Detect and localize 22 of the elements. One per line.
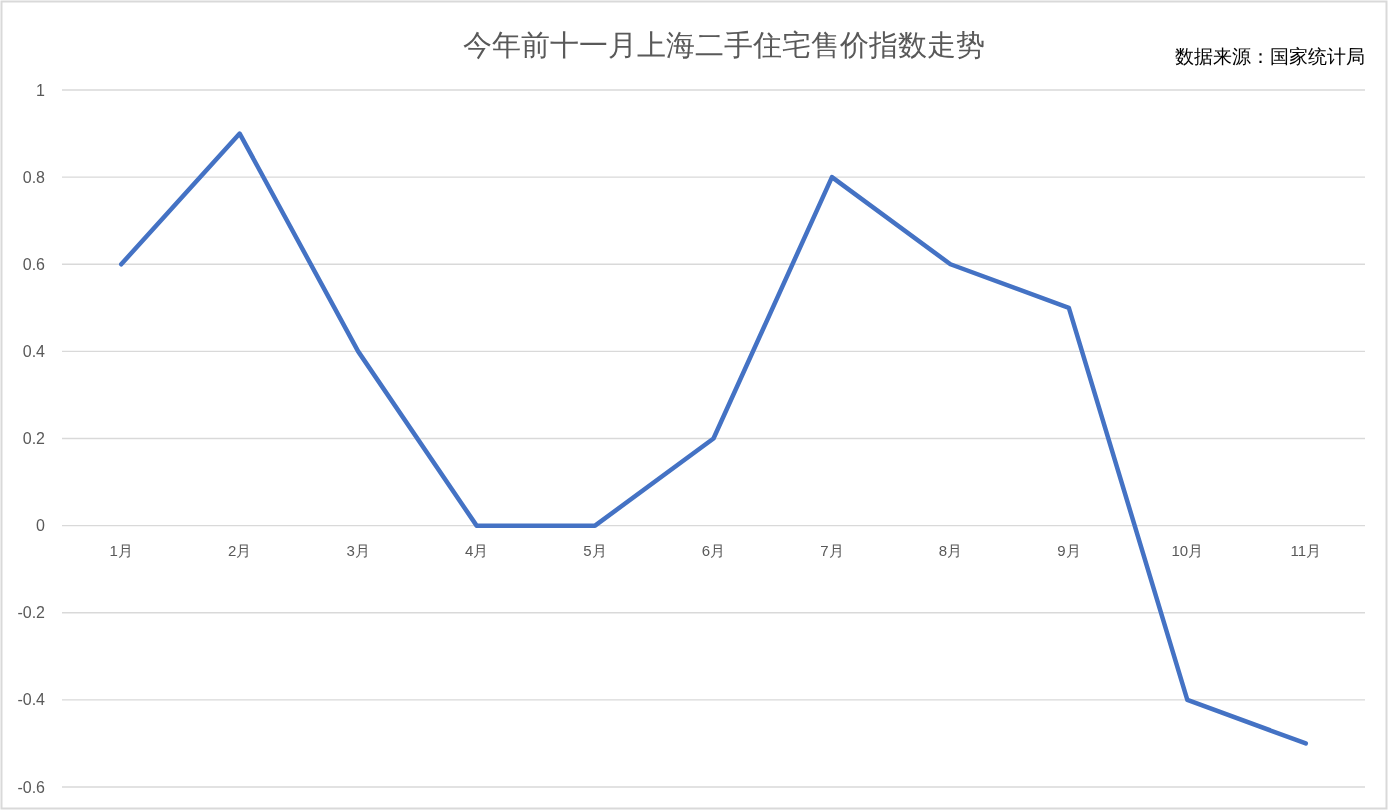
y-tick-label: 1 [36, 81, 46, 99]
x-tick-label: 10月 [1171, 541, 1204, 559]
y-tick-label: -0.2 [17, 604, 46, 622]
x-tick-label: 9月 [1057, 541, 1081, 559]
y-tick-label: 0.2 [22, 430, 46, 447]
y-tick-label: -0.4 [17, 691, 46, 709]
y-tick-label: -0.6 [17, 778, 46, 796]
x-tick-label: 4月 [464, 541, 489, 559]
x-tick-label: 11月 [1290, 541, 1322, 559]
x-tick-label: 6月 [701, 541, 726, 559]
x-tick-label: 1月 [109, 541, 133, 559]
y-tick-label: 0.6 [22, 255, 46, 273]
x-tick-label: 7月 [820, 541, 844, 559]
y-tick-label: 0 [36, 517, 46, 535]
y-tick-label: 0.8 [22, 168, 46, 186]
x-tick-label: 3月 [346, 541, 370, 559]
y-tick-label: 0.4 [22, 342, 46, 360]
x-tick-label: 8月 [938, 541, 963, 559]
x-tick-label: 2月 [228, 541, 252, 559]
chart-title: 今年前十一月上海二手住宅售价指数走势 [462, 29, 985, 61]
source-note: 数据来源：国家统计局 [1175, 46, 1365, 67]
x-tick-label: 5月 [583, 541, 607, 559]
